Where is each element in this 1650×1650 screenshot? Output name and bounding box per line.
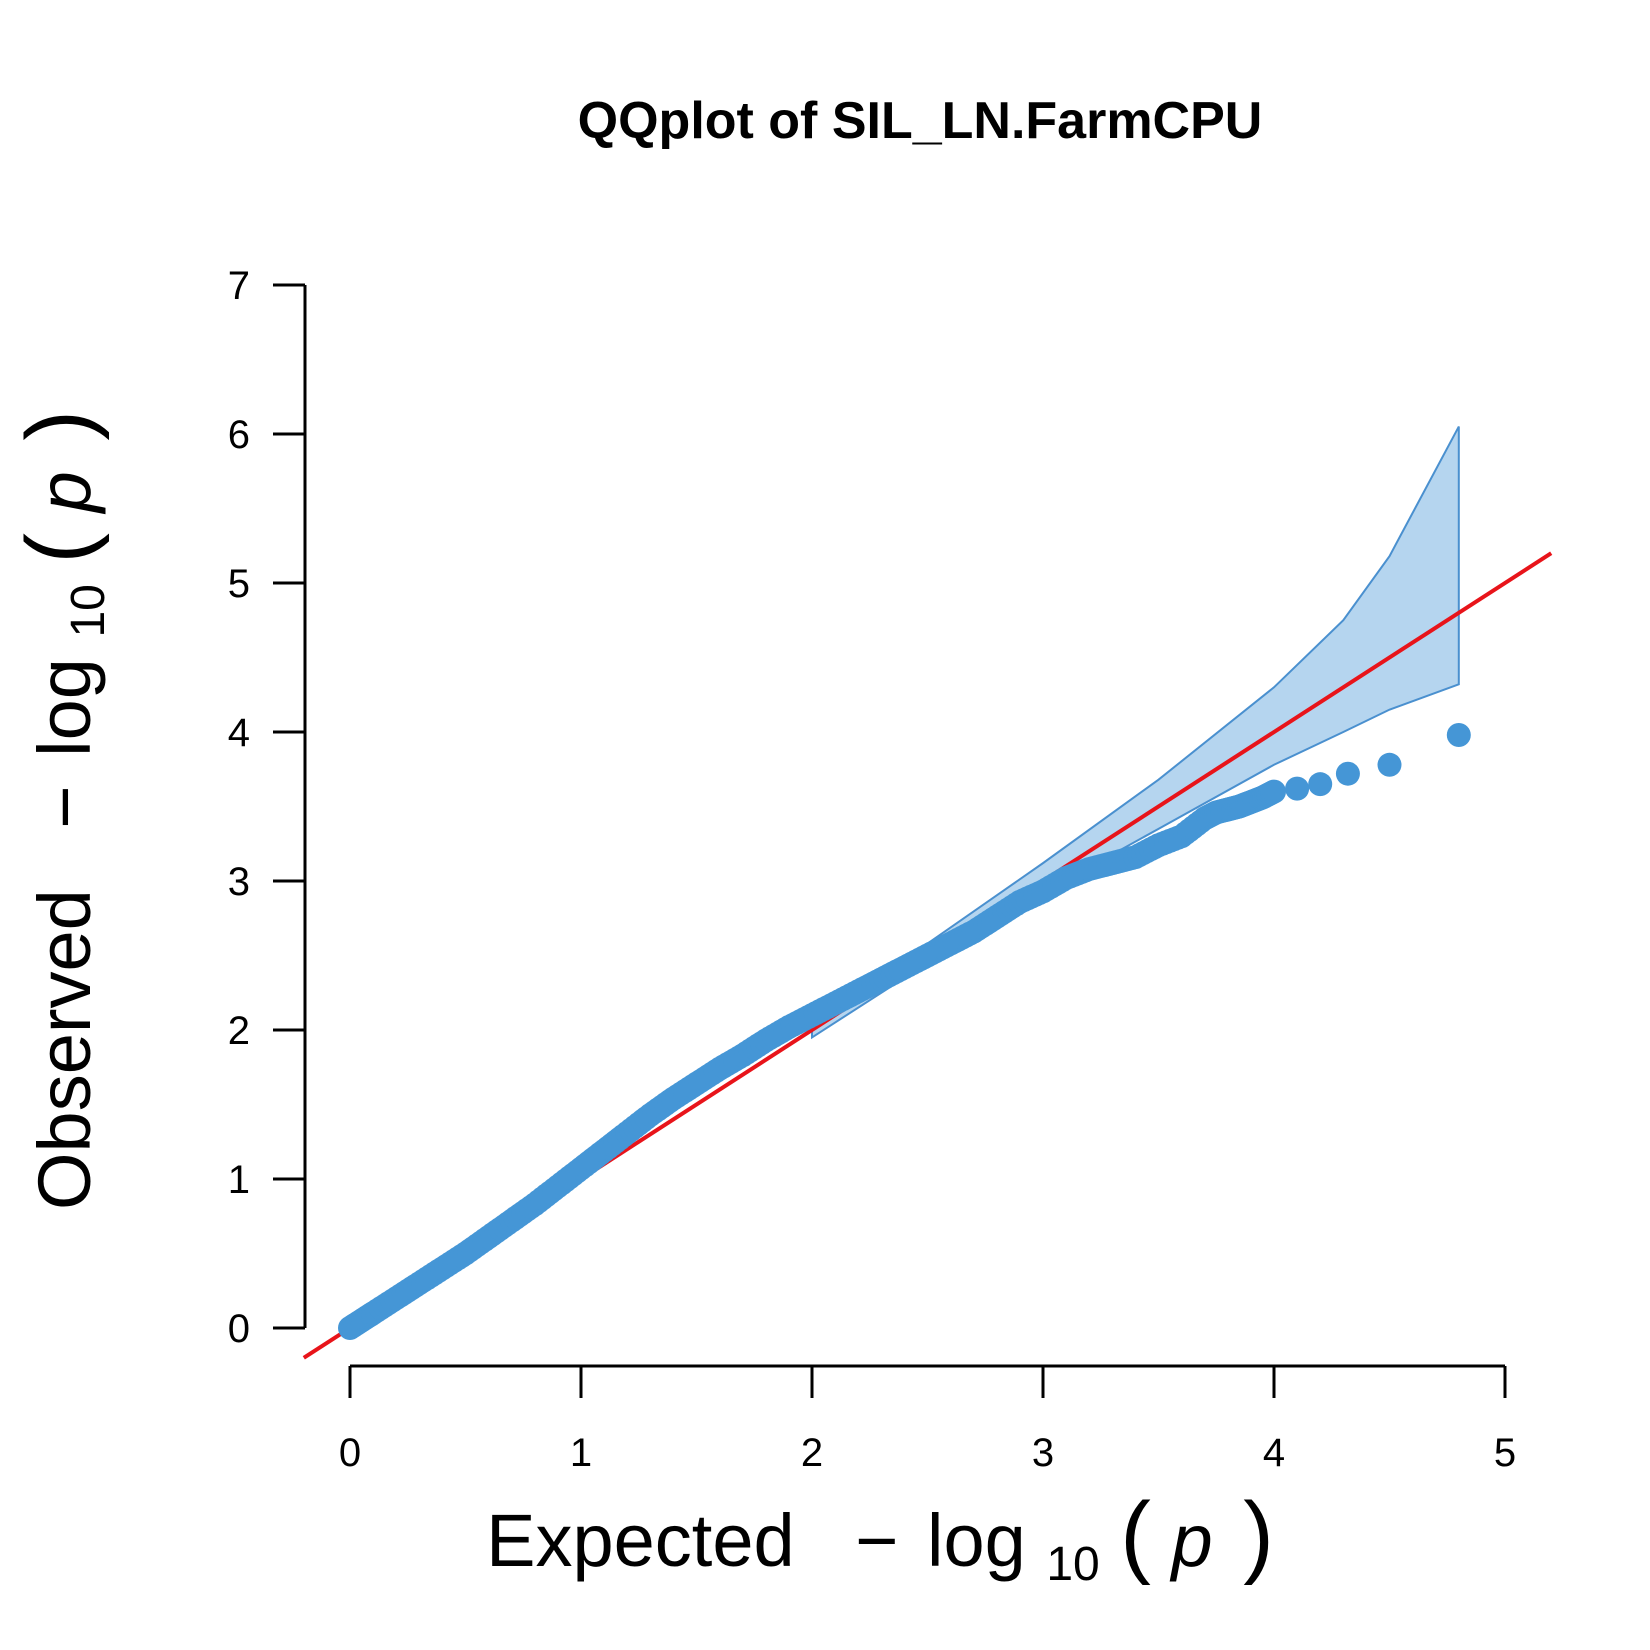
x-tick-label: 4 [1263,1431,1285,1475]
x-axis-label-var: p [1170,1499,1213,1582]
x-axis-label: Expected − log 10 ( p ) [486,1484,1274,1596]
x-tick-label: 5 [1494,1431,1516,1475]
y-tick-label: 0 [228,1307,250,1351]
data-point [1262,779,1286,804]
x-tick-label: 0 [339,1431,361,1475]
y-axis-label-prefix: Observed [23,889,106,1210]
x-tick-label: 3 [1032,1431,1054,1475]
x-axis-label-sub: 10 [1046,1538,1099,1591]
data-point [1285,776,1310,801]
y-axis-label-log: log [23,658,106,757]
data-point [1308,772,1333,797]
x-tick-label: 2 [801,1431,823,1475]
y-tick-label: 1 [228,1158,250,1202]
y-axis-label-minus: − [23,785,106,828]
confidence-band-layer [811,426,1460,1040]
x-axis-label-log: log [927,1499,1026,1582]
y-tick-label: 3 [228,860,250,904]
x-axis-label-close-paren: ) [1243,1484,1274,1586]
x-axis-label-open-paren: ( [1120,1484,1151,1586]
y-tick-label: 4 [228,711,250,755]
x-axis: 0 1 2 3 4 5 [339,1364,1516,1475]
y-axis: 0 1 2 3 4 5 6 7 [228,264,307,1351]
confidence-band [811,426,1460,1040]
y-axis-label-open-paren: ( [8,533,110,564]
data-point [1335,761,1360,786]
y-tick-label: 2 [228,1009,250,1053]
x-tick-label: 1 [570,1431,592,1475]
y-tick-label: 6 [228,413,250,457]
y-axis-label-var: p [23,471,106,514]
y-axis-label: Observed − log 10 ( p ) [8,410,120,1210]
data-points-layer [338,722,1471,1340]
y-tick-label: 5 [228,562,250,606]
data-point [1377,752,1402,777]
y-tick-label: 7 [228,264,250,308]
x-axis-label-prefix: Expected [486,1499,795,1582]
chart-title: QQplot of SIL_LN.FarmCPU [578,92,1263,150]
y-axis-label-close-paren: ) [8,410,110,441]
data-point [1446,722,1471,747]
y-axis-label-sub: 10 [62,584,115,637]
x-axis-label-minus: − [855,1499,898,1582]
